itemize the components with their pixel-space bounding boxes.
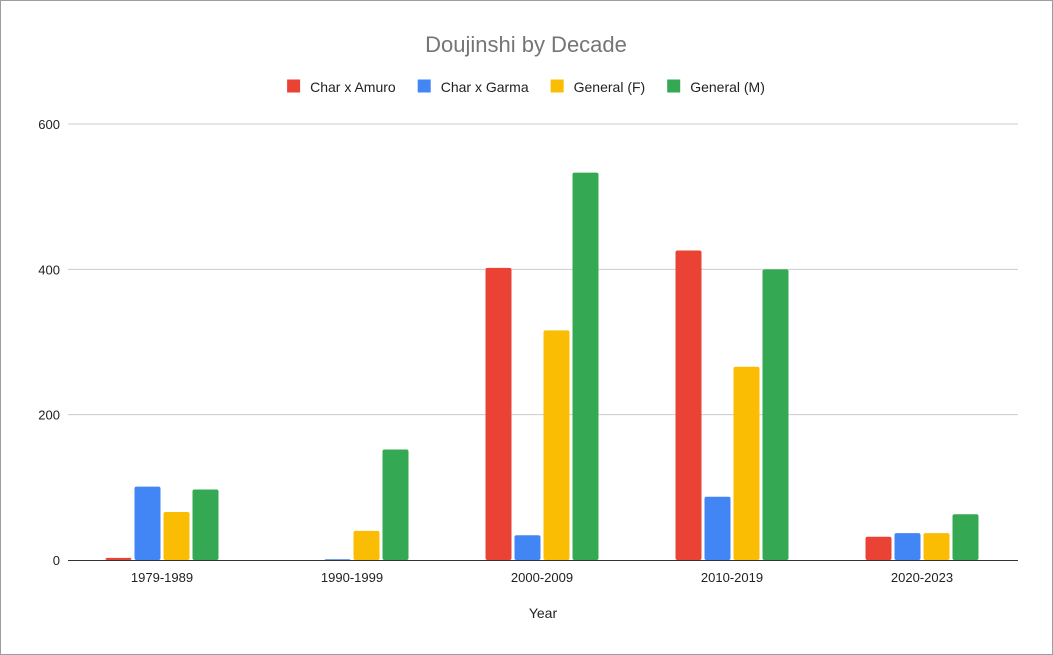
y-tick-label: 400 [38,262,60,277]
x-axis-ticks: 1979-1989 1990-1999 2000-2009 2010-2019 2020… [131,570,953,585]
legend-swatch [417,79,431,93]
legend-label: General (M) [690,79,765,95]
bar [733,366,760,560]
bar [894,533,921,560]
chart-title: Doujinshi by Decade [425,32,627,57]
gridlines [68,123,1018,416]
y-tick-label: 0 [53,553,60,568]
x-axis-title: Year [529,605,558,621]
bar [324,559,351,560]
legend-swatch [667,79,681,93]
bar [543,330,570,560]
bar [105,557,132,560]
legend-item: General (F) [550,79,646,95]
x-tick-label: 1990-1999 [321,570,383,585]
legend-item: Char x Amuro [287,79,396,95]
bar [952,514,979,560]
bar [923,533,950,560]
bar [485,267,512,560]
legend-label: Char x Amuro [310,79,396,95]
bar [865,536,892,560]
bar [762,269,789,560]
x-tick-label: 2000-2009 [511,570,573,585]
bars [105,172,979,561]
legend-item: Char x Garma [417,79,529,95]
legend-item: General (M) [667,79,765,95]
legend-swatch [287,79,301,93]
bar [704,496,731,560]
legend: Char x Amuro Char x Garma General (F) Gener… [287,79,765,95]
x-tick-label: 2020-2023 [891,570,953,585]
bar [514,535,541,560]
bar [382,449,409,560]
y-tick-label: 200 [38,408,60,423]
bar [134,486,161,560]
legend-label: General (F) [574,79,646,95]
y-tick-label: 600 [38,117,60,132]
bar [353,530,380,560]
bar [192,489,219,560]
x-tick-label: 1979-1989 [131,570,193,585]
bar [675,250,702,560]
bar [572,172,599,561]
legend-swatch [550,79,564,93]
x-tick-label: 2010-2019 [701,570,763,585]
y-axis-ticks: 0 200 400 600 [38,117,60,568]
legend-label: Char x Garma [441,79,529,95]
bar [163,512,190,560]
